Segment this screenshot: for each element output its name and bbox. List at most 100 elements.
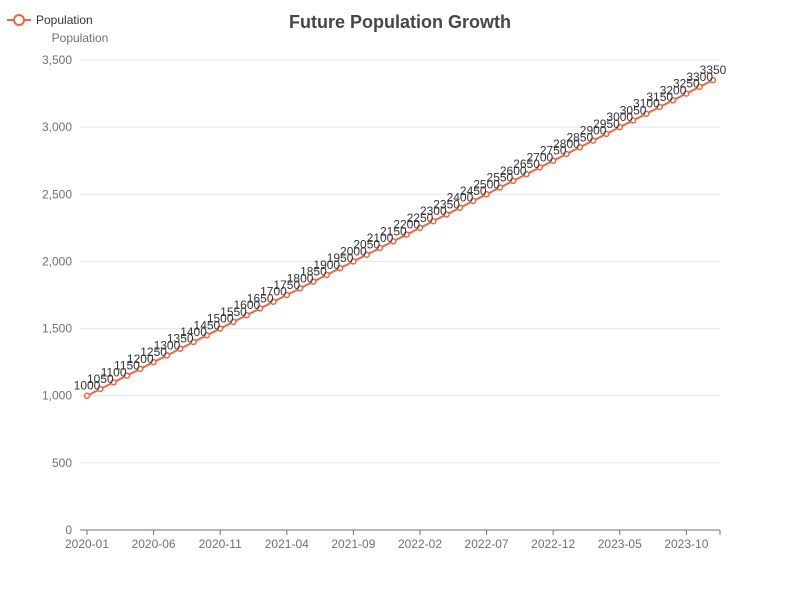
- data-label: 2700: [526, 150, 553, 164]
- data-point[interactable]: [523, 170, 530, 178]
- data-label: 2350: [433, 197, 460, 211]
- data-label: 1250: [140, 345, 167, 359]
- data-label: 2050: [353, 238, 380, 252]
- legend-marker-icon: [13, 14, 25, 26]
- data-point[interactable]: [163, 352, 171, 359]
- data-label: 2950: [593, 117, 620, 131]
- data-label: 1700: [260, 285, 287, 299]
- data-point[interactable]: [496, 184, 504, 191]
- data-label: 2000: [340, 244, 367, 258]
- grid: [80, 59, 720, 464]
- data-point[interactable]: [629, 117, 637, 124]
- data-label: 2300: [420, 204, 447, 218]
- y-tick-label: 2,000: [42, 254, 72, 268]
- data-point[interactable]: [390, 238, 397, 245]
- data-point[interactable]: [536, 164, 544, 171]
- y-tick-label: 3,000: [42, 120, 72, 134]
- data-point[interactable]: [203, 332, 211, 339]
- data-point[interactable]: [669, 97, 677, 104]
- data-label: 2250: [407, 211, 434, 225]
- y-axis-label: Population: [52, 31, 109, 45]
- data-label: 1200: [127, 352, 154, 366]
- data-point[interactable]: [216, 325, 224, 332]
- legend[interactable]: Population: [7, 13, 93, 27]
- data-point[interactable]: [123, 372, 131, 379]
- data-point[interactable]: [603, 130, 610, 138]
- data-label: 1750: [273, 278, 300, 292]
- x-tick-label: 2020-11: [199, 537, 242, 551]
- data-point[interactable]: [483, 191, 490, 198]
- data-label: 1050: [87, 372, 114, 386]
- data-point[interactable]: [696, 83, 703, 91]
- axes: 0 500 1,000 1,500 2,000 2,500 3,000 3,500 2020-0…: [42, 53, 721, 551]
- data-point[interactable]: [363, 251, 370, 258]
- data-point[interactable]: [336, 264, 344, 272]
- series-population: [83, 76, 717, 399]
- data-point[interactable]: [430, 217, 437, 225]
- data-point[interactable]: [563, 150, 570, 158]
- y-tick-label: 1,000: [42, 389, 72, 403]
- data-label: 2450: [460, 184, 487, 198]
- data-label: 3200: [660, 83, 687, 97]
- data-point[interactable]: [443, 211, 450, 218]
- data-label: 1150: [114, 359, 140, 373]
- data-point[interactable]: [150, 358, 157, 366]
- data-label: 1000: [74, 379, 101, 393]
- data-label: 2600: [500, 164, 527, 178]
- data-point[interactable]: [323, 271, 330, 279]
- data-label: 1500: [207, 312, 234, 326]
- legend-label: Population: [36, 13, 93, 27]
- data-point[interactable]: [97, 385, 104, 393]
- y-tick-label: 500: [52, 456, 72, 470]
- y-tick-label: 1,500: [42, 322, 72, 336]
- data-point[interactable]: [310, 278, 317, 285]
- data-label: 2900: [580, 124, 607, 138]
- data-point[interactable]: [549, 157, 557, 164]
- x-tick-label: 2023-05: [598, 537, 642, 551]
- data-point[interactable]: [683, 90, 690, 97]
- data-label: 2800: [553, 137, 580, 151]
- data-point[interactable]: [230, 318, 237, 326]
- data-label: 3000: [606, 110, 633, 124]
- data-point[interactable]: [256, 305, 264, 312]
- x-tick-label: 2021-04: [265, 537, 309, 551]
- data-point[interactable]: [296, 285, 304, 292]
- data-point[interactable]: [509, 177, 517, 185]
- data-point[interactable]: [270, 298, 277, 305]
- data-label: 2200: [393, 218, 420, 232]
- data-point[interactable]: [283, 291, 291, 299]
- data-label: 2500: [473, 177, 500, 191]
- data-label: 1300: [154, 338, 181, 352]
- data-label: 2100: [367, 231, 394, 245]
- x-tick-label: 2022-07: [465, 537, 509, 551]
- data-point[interactable]: [243, 311, 251, 319]
- x-tick-label: 2023-10: [664, 537, 708, 551]
- data-point[interactable]: [470, 197, 477, 205]
- data-point[interactable]: [110, 379, 117, 386]
- data-point[interactable]: [576, 144, 584, 151]
- data-point[interactable]: [176, 345, 184, 352]
- data-point[interactable]: [456, 204, 464, 211]
- data-label: 1400: [180, 325, 207, 339]
- x-tick-label: 2020-01: [65, 537, 109, 551]
- data-point[interactable]: [589, 137, 597, 144]
- data-point[interactable]: [616, 123, 624, 131]
- data-point[interactable]: [656, 103, 663, 111]
- data-labels: 1000105011001150120012501300135014001450…: [74, 63, 727, 393]
- data-label: 1350: [167, 332, 194, 346]
- data-point[interactable]: [709, 76, 717, 84]
- data-label: 2850: [566, 130, 593, 144]
- x-tick-label: 2020-06: [132, 537, 176, 551]
- data-point[interactable]: [350, 258, 357, 265]
- data-point[interactable]: [137, 365, 144, 373]
- data-point[interactable]: [416, 224, 424, 232]
- data-point[interactable]: [376, 244, 384, 252]
- data-label: 1650: [247, 291, 274, 305]
- data-point[interactable]: [643, 110, 650, 117]
- data-point[interactable]: [83, 392, 91, 399]
- data-label: 1850: [300, 265, 327, 279]
- data-point[interactable]: [403, 231, 410, 238]
- data-label: 1550: [220, 305, 247, 319]
- data-label: 1900: [313, 258, 340, 272]
- data-point[interactable]: [190, 338, 197, 346]
